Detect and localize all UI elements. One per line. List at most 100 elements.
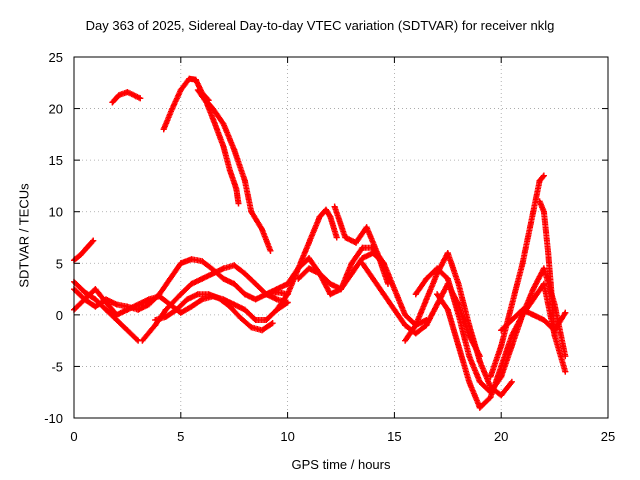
- data-point: [530, 286, 537, 293]
- data-point: [466, 353, 473, 360]
- data-point: [152, 322, 159, 329]
- data-point: [81, 289, 88, 296]
- data-point: [160, 126, 167, 133]
- data-point: [90, 237, 97, 244]
- data-point: [269, 320, 276, 327]
- data-point: [466, 378, 473, 385]
- data-point: [476, 358, 483, 365]
- data-point: [519, 306, 526, 313]
- data-point: [226, 303, 233, 310]
- data-point: [124, 306, 131, 313]
- data-point: [402, 311, 409, 318]
- data-point: [551, 332, 558, 339]
- data-point: [295, 265, 302, 272]
- data-point: [231, 280, 238, 287]
- data-point: [412, 330, 419, 337]
- series-track-08: [71, 278, 142, 344]
- data-point: [135, 301, 142, 308]
- data-point: [519, 311, 526, 318]
- data-point: [562, 368, 569, 375]
- data-point: [188, 256, 195, 263]
- data-point: [545, 250, 552, 256]
- data-point: [385, 280, 391, 287]
- data-point: [199, 258, 206, 265]
- data-point: [498, 342, 505, 349]
- data-point: [184, 296, 191, 303]
- data-point: [113, 301, 120, 308]
- data-point: [199, 93, 206, 100]
- data-point: [342, 234, 349, 241]
- series-track-21: [498, 306, 569, 334]
- data-point: [508, 378, 515, 385]
- data-point: [209, 270, 216, 277]
- data-point: [434, 301, 441, 308]
- data-point: [455, 342, 462, 349]
- series-track-09: [139, 262, 291, 344]
- data-point: [444, 306, 451, 313]
- series-track-19: [487, 172, 547, 380]
- data-point: [540, 265, 547, 272]
- data-point: [273, 306, 280, 313]
- series-track-10: [152, 291, 276, 334]
- data-point: [231, 146, 238, 153]
- y-tick-label: -5: [51, 359, 63, 374]
- data-point: [231, 262, 238, 269]
- data-point: [177, 87, 184, 93]
- y-tick-label: 15: [49, 153, 63, 168]
- data-point: [323, 206, 329, 213]
- series-points: [160, 75, 212, 133]
- data-point: [226, 167, 233, 174]
- data-point: [380, 291, 387, 298]
- data-point: [476, 404, 483, 411]
- data-point: [145, 296, 152, 303]
- data-point: [327, 291, 334, 298]
- data-point: [508, 317, 515, 323]
- data-point: [124, 327, 131, 334]
- data-point: [498, 392, 505, 399]
- data-point: [252, 280, 259, 287]
- data-point: [519, 260, 526, 267]
- data-point: [359, 260, 366, 267]
- data-point: [235, 200, 242, 207]
- data-point: [259, 226, 265, 233]
- data-point: [186, 75, 193, 82]
- data-point: [338, 286, 344, 293]
- data-point: [412, 322, 419, 329]
- data-point: [267, 247, 274, 254]
- data-point: [374, 250, 381, 256]
- y-tick-label: -10: [44, 411, 63, 426]
- data-point: [77, 252, 84, 258]
- data-point: [115, 92, 122, 99]
- y-tick-label: 25: [49, 50, 63, 65]
- data-point: [348, 270, 355, 277]
- data-point: [316, 270, 323, 277]
- data-point: [233, 186, 240, 192]
- data-point: [391, 306, 398, 313]
- data-point: [237, 315, 244, 321]
- data-point: [487, 373, 494, 380]
- x-tick-label: 20: [494, 429, 508, 444]
- data-point: [466, 322, 473, 329]
- data-point: [316, 213, 323, 220]
- data-point: [169, 105, 176, 112]
- y-tick-label: 10: [49, 205, 63, 220]
- data-point: [194, 87, 201, 93]
- data-point: [284, 299, 291, 306]
- data-point: [423, 275, 430, 282]
- data-point: [220, 143, 227, 150]
- data-point: [177, 309, 184, 316]
- chart-title: Day 363 of 2025, Sidereal Day-to-day VTE…: [85, 18, 555, 33]
- data-point: [167, 275, 174, 282]
- data-point: [241, 270, 248, 277]
- data-point: [348, 260, 355, 267]
- data-point: [423, 322, 430, 329]
- data-point: [92, 303, 99, 310]
- data-point: [162, 313, 169, 320]
- data-point: [124, 89, 131, 96]
- data-point: [444, 250, 451, 256]
- data-point: [540, 317, 547, 323]
- data-point: [508, 332, 515, 339]
- y-tick-label: 0: [56, 308, 63, 323]
- data-point: [551, 327, 558, 334]
